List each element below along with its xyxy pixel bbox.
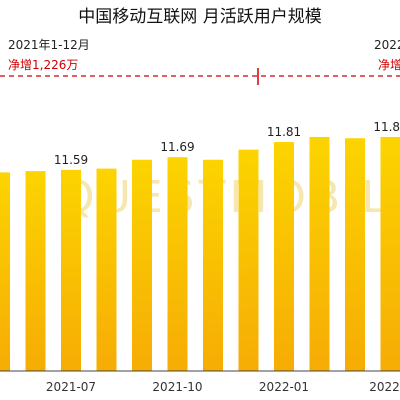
annotation-period-2022: 2022 bbox=[374, 38, 400, 52]
bar-2022-01 bbox=[274, 142, 294, 371]
watermark: QUESTMOBILE bbox=[60, 172, 400, 223]
bar-2021-07 bbox=[61, 169, 81, 371]
bar-2021-08 bbox=[96, 168, 117, 371]
data-label-2022-01: 11.81 bbox=[267, 125, 301, 139]
bar-2022-03 bbox=[345, 138, 365, 371]
annotation-growth-2021: 净增1,226万 bbox=[8, 58, 78, 72]
x-tick-label-2022-04: 2022-0 bbox=[369, 380, 400, 394]
bar-series bbox=[0, 136, 400, 371]
annotation-period-2021: 2021年1-12月 bbox=[8, 38, 90, 52]
bar-2022-04 bbox=[380, 136, 400, 371]
annotation-growth-2022: 净增 bbox=[378, 58, 400, 72]
bar-2021-05 bbox=[0, 172, 10, 371]
x-tick-label-2022-01: 2022-01 bbox=[259, 380, 309, 394]
chart-title: 中国移动互联网 月活跃用户规模 bbox=[78, 7, 321, 27]
bar-2021-09 bbox=[132, 159, 152, 371]
bar-2021-12 bbox=[238, 149, 259, 371]
x-axis-tick-labels: 2021-07 2021-10 2022-01 2022-0 bbox=[46, 380, 400, 394]
bar-2022-02 bbox=[309, 136, 330, 371]
x-tick-label-2021-10: 2021-10 bbox=[152, 380, 202, 394]
bar-2021-06 bbox=[25, 171, 46, 371]
data-labels: 11.59 11.69 11.81 11.85 bbox=[54, 120, 400, 167]
data-label-2022-04: 11.85 bbox=[373, 120, 400, 134]
x-tick-label-2021-07: 2021-07 bbox=[46, 380, 96, 394]
bar-2021-11 bbox=[203, 159, 223, 371]
bar-2021-10 bbox=[167, 157, 188, 371]
data-label-2021-07: 11.59 bbox=[54, 153, 88, 167]
data-label-2021-10: 11.69 bbox=[160, 140, 194, 154]
